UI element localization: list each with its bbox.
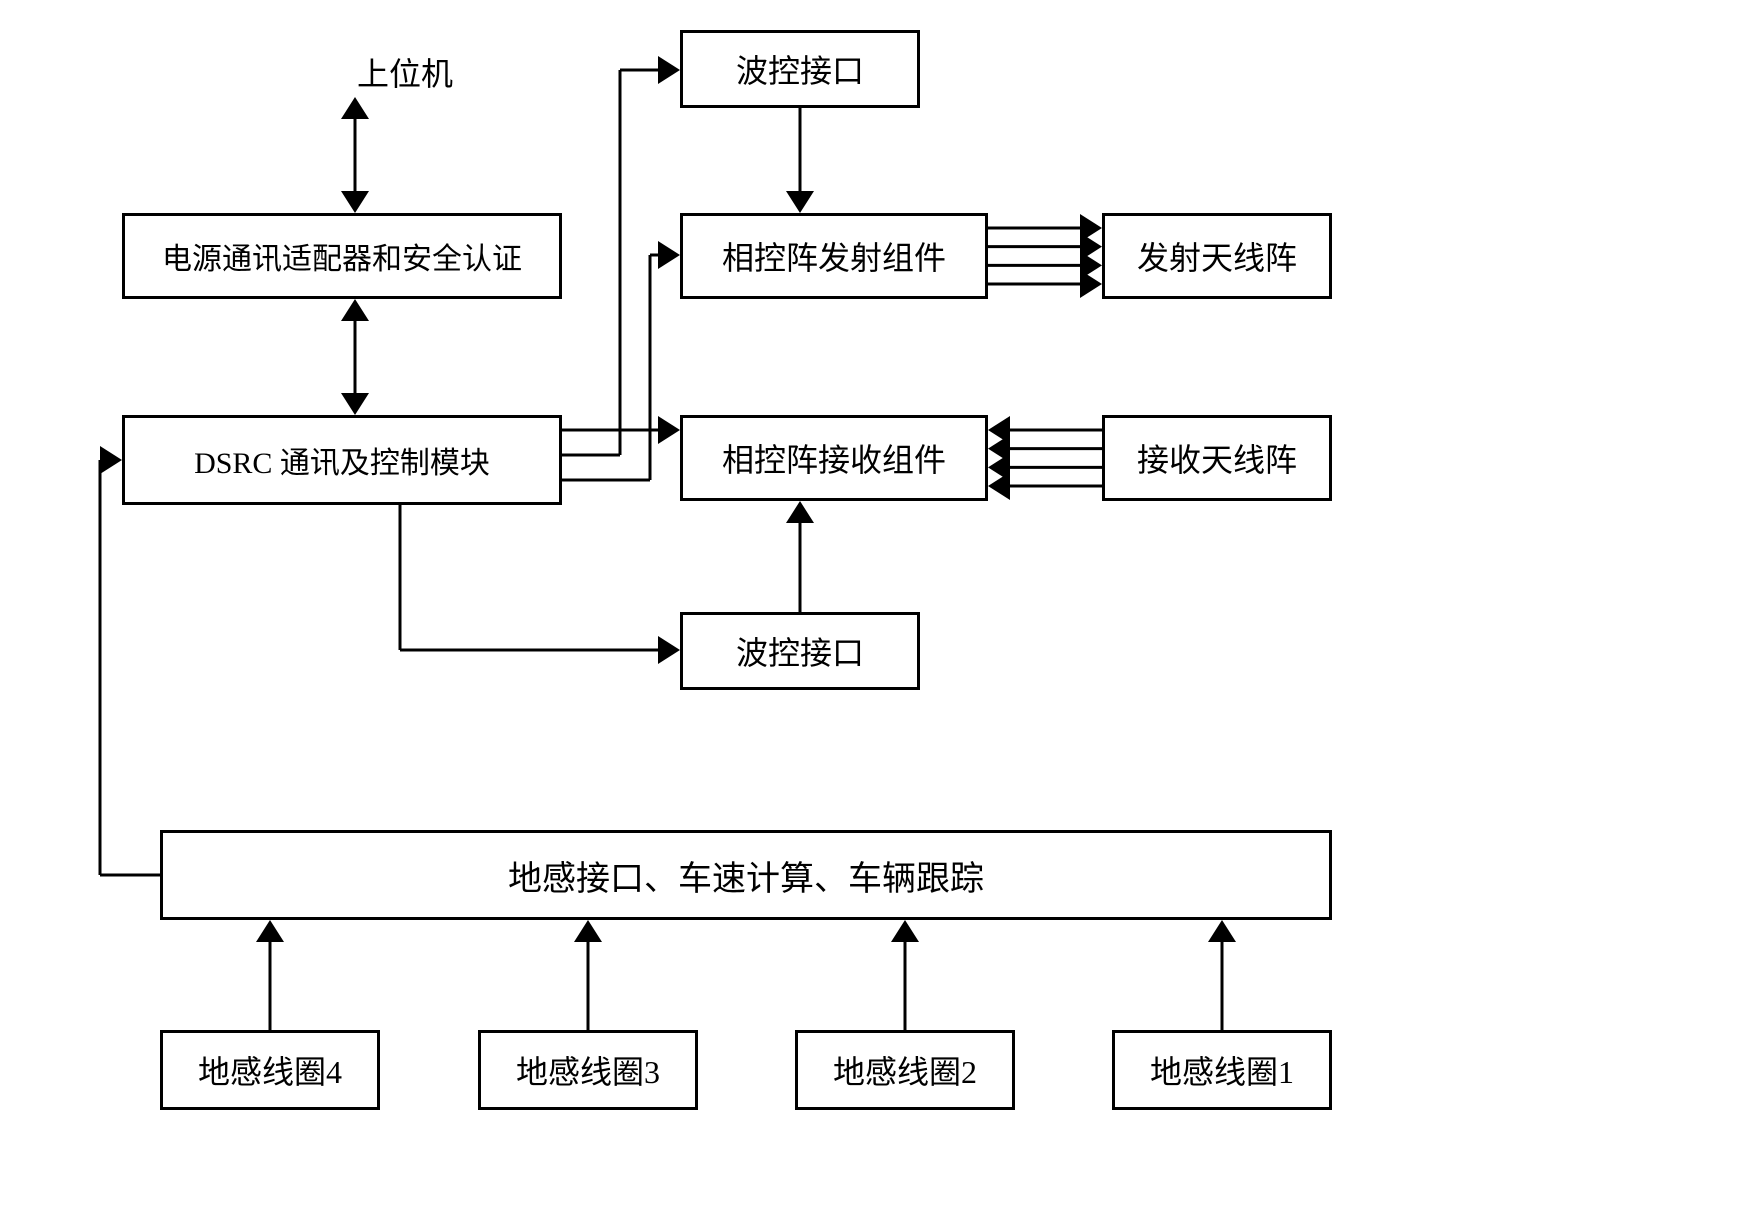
node-coil1: 地感线圈1 [1112,1030,1332,1110]
node-dsrc: DSRC 通讯及控制模块 [122,415,562,505]
node-ground-main: 地感接口、车速计算、车辆跟踪 [160,830,1332,920]
node-coil4: 地感线圈4 [160,1030,380,1110]
node-rx-antenna: 接收天线阵 [1102,415,1332,501]
node-coil3: 地感线圈3 [478,1030,698,1110]
node-psu-adapter: 电源通讯适配器和安全认证 [122,213,562,299]
node-host: 上位机 [305,47,505,97]
node-wave-top: 波控接口 [680,30,920,108]
node-tx-antenna: 发射天线阵 [1102,213,1332,299]
node-coil2: 地感线圈2 [795,1030,1015,1110]
node-tx-component: 相控阵发射组件 [680,213,988,299]
node-rx-component: 相控阵接收组件 [680,415,988,501]
node-wave-bottom: 波控接口 [680,612,920,690]
